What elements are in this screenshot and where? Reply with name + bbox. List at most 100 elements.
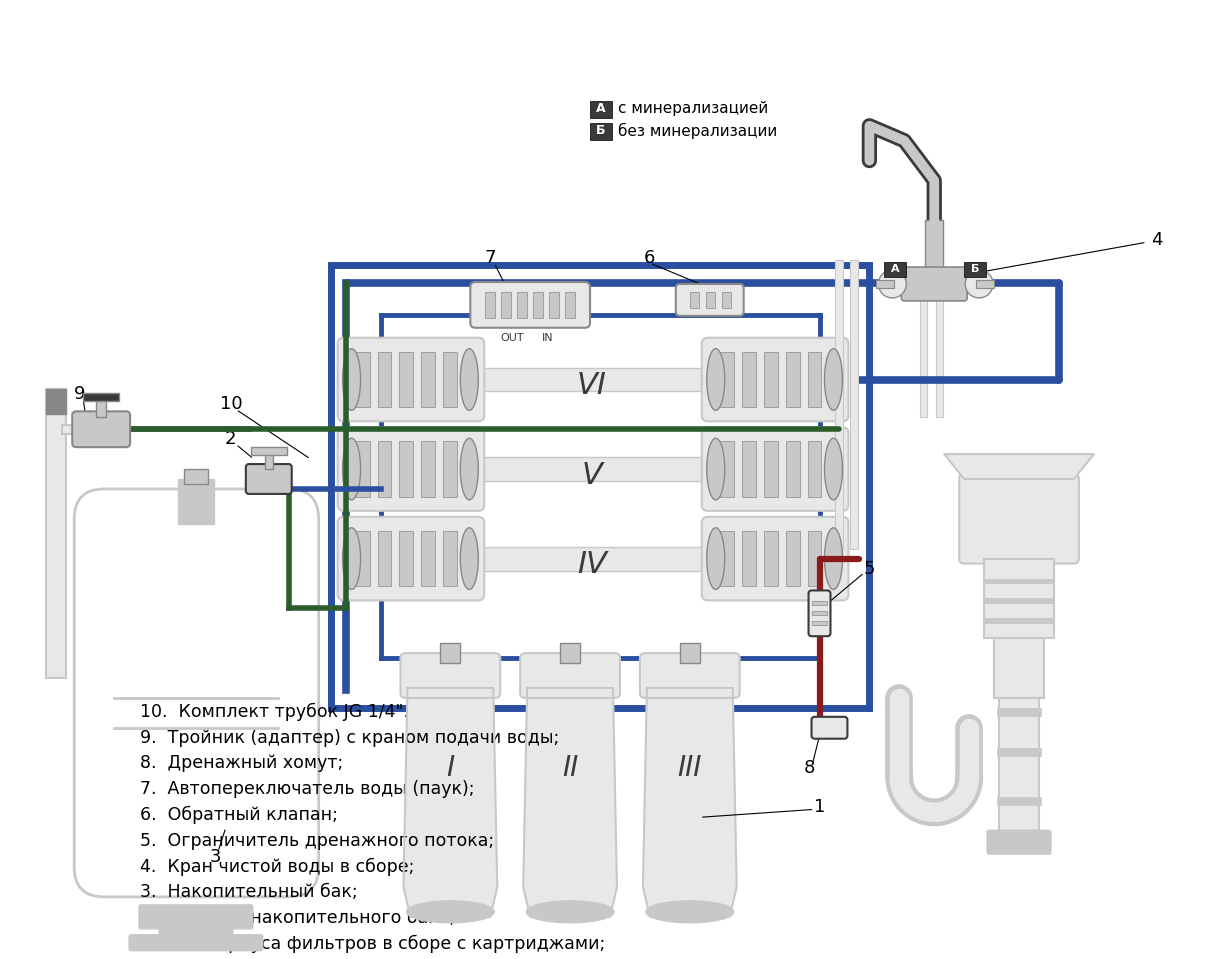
- Text: V: V: [581, 460, 603, 489]
- Bar: [812, 611, 827, 616]
- FancyBboxPatch shape: [987, 830, 1051, 854]
- Bar: [565, 292, 575, 317]
- Text: Б: Б: [597, 125, 605, 137]
- Bar: [422, 530, 435, 587]
- Bar: [763, 530, 778, 587]
- Text: 5.  Ограничитель дренажного потока;: 5. Ограничитель дренажного потока;: [140, 831, 494, 850]
- Bar: [83, 393, 120, 402]
- Text: 7: 7: [484, 249, 496, 268]
- Bar: [807, 352, 821, 408]
- Bar: [785, 441, 800, 497]
- FancyBboxPatch shape: [337, 428, 484, 511]
- FancyBboxPatch shape: [129, 935, 263, 950]
- Text: 10.  Комплект трубок JG 1/4".: 10. Комплект трубок JG 1/4".: [140, 703, 408, 721]
- Ellipse shape: [460, 349, 478, 410]
- Text: 2: 2: [225, 431, 237, 448]
- Bar: [785, 530, 800, 587]
- Text: 9.  Тройник (адаптер) с краном подачи воды;: 9. Тройник (адаптер) с краном подачи вод…: [140, 729, 559, 746]
- Text: I: I: [446, 754, 454, 782]
- Bar: [994, 638, 1044, 698]
- Text: без минерализации: без минерализации: [618, 123, 777, 139]
- Polygon shape: [643, 688, 737, 917]
- Text: А: А: [892, 264, 900, 274]
- Text: OUT: OUT: [500, 333, 524, 342]
- Text: 6.  Обратный клапан;: 6. Обратный клапан;: [140, 806, 338, 824]
- Bar: [533, 292, 544, 317]
- Bar: [964, 262, 986, 277]
- Bar: [251, 447, 286, 456]
- Bar: [443, 441, 458, 497]
- Bar: [422, 352, 435, 408]
- Bar: [486, 292, 495, 317]
- Ellipse shape: [825, 527, 842, 590]
- Bar: [742, 352, 756, 408]
- Bar: [443, 530, 458, 587]
- Bar: [884, 262, 906, 277]
- Bar: [590, 123, 612, 140]
- Bar: [184, 469, 208, 484]
- Bar: [997, 748, 1041, 756]
- Bar: [590, 101, 612, 118]
- Text: Б: Б: [971, 264, 980, 274]
- Ellipse shape: [646, 901, 733, 923]
- Bar: [355, 352, 370, 408]
- Bar: [400, 441, 413, 497]
- Bar: [785, 352, 800, 408]
- Bar: [925, 221, 943, 275]
- Polygon shape: [403, 688, 498, 917]
- Text: 3: 3: [210, 848, 221, 866]
- FancyBboxPatch shape: [139, 905, 252, 928]
- Text: 7.  Автопереключатель воды (паук);: 7. Автопереключатель воды (паук);: [140, 780, 475, 798]
- Bar: [985, 598, 1053, 604]
- Bar: [985, 578, 1053, 584]
- Text: с минерализацией: с минерализацией: [618, 102, 768, 116]
- Bar: [763, 441, 778, 497]
- Ellipse shape: [406, 901, 494, 923]
- FancyBboxPatch shape: [470, 282, 590, 328]
- Ellipse shape: [825, 349, 842, 410]
- Bar: [378, 441, 391, 497]
- FancyBboxPatch shape: [640, 653, 739, 698]
- Text: 8: 8: [803, 759, 815, 777]
- Text: 2.  Вентиль накопительного бака;: 2. Вентиль накопительного бака;: [140, 909, 455, 926]
- Bar: [265, 451, 273, 469]
- Text: 9: 9: [74, 386, 85, 404]
- Text: IV: IV: [577, 550, 606, 579]
- Bar: [720, 530, 733, 587]
- Bar: [355, 441, 370, 497]
- Bar: [850, 260, 859, 549]
- FancyBboxPatch shape: [702, 428, 848, 511]
- Text: 5: 5: [864, 559, 875, 577]
- FancyBboxPatch shape: [901, 267, 968, 301]
- FancyBboxPatch shape: [521, 653, 620, 698]
- Ellipse shape: [707, 438, 725, 500]
- Bar: [876, 280, 894, 288]
- Bar: [763, 352, 778, 408]
- Bar: [936, 298, 943, 417]
- Text: 6: 6: [644, 249, 656, 268]
- Bar: [400, 352, 413, 408]
- Text: 1: 1: [814, 798, 825, 816]
- Bar: [561, 643, 580, 663]
- Bar: [999, 698, 1039, 837]
- Ellipse shape: [527, 901, 614, 923]
- Bar: [985, 619, 1053, 624]
- Bar: [97, 397, 106, 417]
- Bar: [807, 530, 821, 587]
- Bar: [807, 441, 821, 497]
- Bar: [443, 352, 458, 408]
- FancyBboxPatch shape: [959, 474, 1079, 564]
- Bar: [721, 292, 731, 308]
- Ellipse shape: [343, 438, 360, 500]
- Bar: [742, 441, 756, 497]
- Text: 8.  Дренажный хомут;: 8. Дренажный хомут;: [140, 755, 343, 772]
- FancyBboxPatch shape: [72, 411, 130, 447]
- FancyBboxPatch shape: [159, 923, 233, 942]
- Bar: [178, 479, 214, 524]
- Ellipse shape: [343, 349, 360, 410]
- FancyBboxPatch shape: [702, 517, 848, 600]
- Bar: [705, 292, 715, 308]
- Bar: [976, 280, 994, 288]
- Bar: [482, 547, 703, 571]
- FancyBboxPatch shape: [675, 284, 744, 316]
